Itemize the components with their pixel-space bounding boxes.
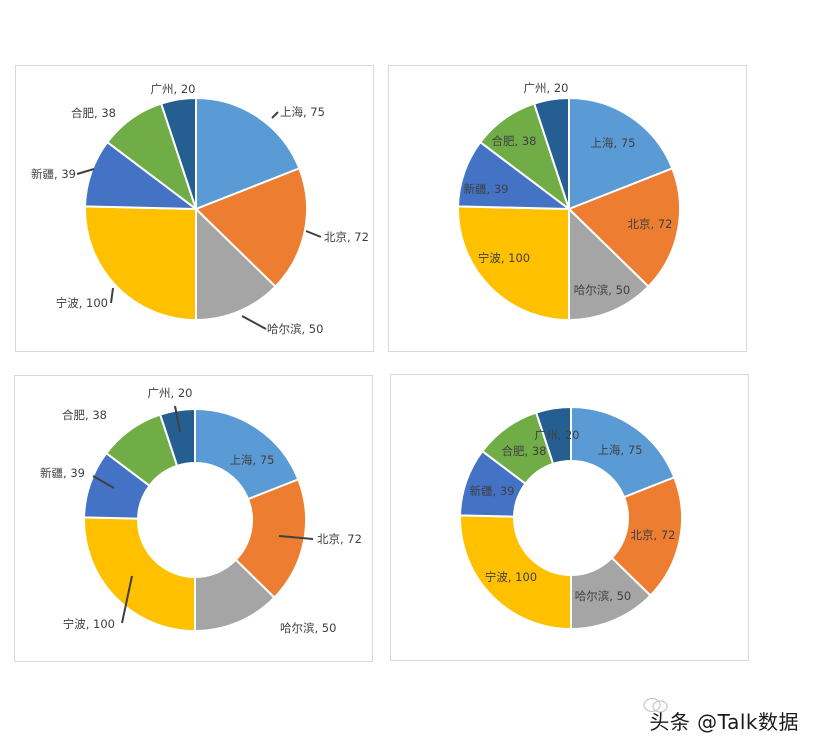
data-label: 新疆, 39	[40, 466, 85, 480]
leader-line	[241, 315, 267, 330]
watermark-text: 头条 @Talk数据	[649, 710, 799, 734]
data-label: 宁波, 100	[56, 296, 108, 310]
data-label: 哈尔滨, 50	[267, 322, 323, 336]
data-label: 上海, 75	[591, 136, 636, 150]
data-label: 广州, 20	[148, 386, 193, 400]
slice-7	[158, 407, 196, 468]
slice-1	[195, 96, 301, 211]
data-label: 广州, 20	[535, 428, 580, 442]
slice-1	[568, 96, 674, 211]
data-label: 哈尔滨, 50	[575, 589, 631, 603]
data-label: 上海, 75	[230, 453, 275, 467]
data-label: 北京, 72	[317, 532, 362, 546]
data-label: 哈尔滨, 50	[280, 621, 336, 635]
leader-line	[121, 575, 133, 624]
leader-line	[278, 535, 314, 540]
slice-7	[159, 96, 197, 210]
data-label: 宁波, 100	[478, 251, 530, 265]
pie-chart-leader-labels: 上海, 75 北京, 72 哈尔滨, 50 宁波, 100 新疆, 39 合肥, 38 广州…	[31, 82, 369, 336]
leader-line	[271, 111, 279, 119]
slice-1	[570, 405, 676, 499]
data-label: 合肥, 38	[71, 106, 116, 120]
slice-2	[194, 167, 308, 288]
slice-3	[568, 206, 650, 322]
data-label: 北京, 72	[631, 528, 676, 542]
doughnut-chart-inside-labels: 上海, 75 北京, 72 哈尔滨, 50 宁波, 100 新疆, 39 合肥, 38 广州…	[459, 405, 683, 631]
slice-4	[457, 205, 570, 322]
chart-panel-pie-leader: 上海, 75 北京, 72 哈尔滨, 50 宁波, 100 新疆, 39 合肥, 38 广州…	[15, 65, 374, 352]
leader-line	[92, 475, 115, 489]
slice-7	[532, 96, 570, 210]
data-label: 广州, 20	[524, 81, 569, 95]
slice-7	[534, 405, 572, 466]
chart-panel-doughnut-inside: 上海, 75 北京, 72 哈尔滨, 50 宁波, 100 新疆, 39 合肥, 38 广州…	[390, 374, 749, 661]
slice-4	[83, 516, 196, 633]
slice-4	[84, 205, 197, 322]
data-label: 新疆, 39	[464, 182, 509, 196]
data-label: 上海, 75	[280, 105, 325, 119]
leader-line	[110, 287, 114, 304]
slice-3	[195, 206, 277, 322]
data-label: 北京, 72	[628, 217, 673, 231]
pie-chart-inside-labels: 上海, 75 北京, 72 哈尔滨, 50 宁波, 100 新疆, 39 合肥, 38 广州…	[457, 81, 681, 322]
chart-panel-pie-inside: 上海, 75 北京, 72 哈尔滨, 50 宁波, 100 新疆, 39 合肥, 38 广州…	[388, 65, 747, 352]
data-label: 宁波, 100	[485, 570, 537, 584]
leader-line	[305, 230, 322, 238]
data-label: 新疆, 39	[470, 484, 515, 498]
doughnut-chart-leader-labels: 上海, 75 北京, 72 哈尔滨, 50 宁波, 100 新疆, 39 合肥, 38 广州…	[40, 386, 362, 635]
slice-2	[567, 167, 681, 288]
slice-4	[459, 514, 572, 631]
data-label: 合肥, 38	[62, 408, 107, 422]
data-label: 上海, 75	[598, 443, 643, 457]
data-label: 新疆, 39	[31, 167, 76, 181]
data-label: 合肥, 38	[502, 444, 547, 458]
leader-line	[76, 168, 95, 175]
data-label: 北京, 72	[324, 230, 369, 244]
chart-panel-doughnut-leader: 上海, 75 北京, 72 哈尔滨, 50 宁波, 100 新疆, 39 合肥, 38 广州…	[14, 375, 373, 662]
data-label: 广州, 20	[151, 82, 196, 96]
data-label: 合肥, 38	[492, 134, 537, 148]
leader-line	[174, 405, 181, 433]
slice-1	[194, 407, 300, 501]
data-label: 宁波, 100	[63, 617, 115, 631]
data-label: 哈尔滨, 50	[574, 283, 630, 297]
wechat-icon	[643, 697, 668, 713]
